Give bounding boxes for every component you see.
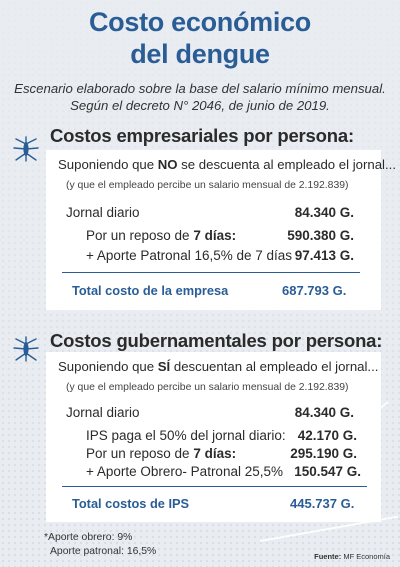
subtitle-line-2: Según el decreto N° 2046, de junio de 20…: [70, 98, 330, 113]
mosquito-icon: [13, 336, 39, 362]
lead-bold: SÍ: [157, 359, 171, 374]
empresarial-total-value: 687.793 G.: [282, 283, 347, 298]
empresarial-row-value: 590.380 G.: [287, 228, 354, 243]
gubernamental-row-label: IPS paga el 50% del jornal diario:: [86, 428, 286, 443]
row-label-text: + Aporte Patronal 16,5% de 7 días: [86, 248, 293, 263]
empresarial-lead: Suponiendo que NO se descuenta al emplea…: [58, 157, 396, 172]
row-label-text: Jornal diario: [66, 405, 140, 420]
row-label-text: Jornal diario: [66, 205, 140, 220]
empresarial-note: (y que el empleado percibe un salario me…: [66, 180, 349, 191]
gubernamental-note: (y que el empleado percibe un salario me…: [66, 382, 349, 393]
row-label-text: + Aporte Obrero- Patronal 25,5%: [86, 464, 283, 479]
gubernamental-row-label: + Aporte Obrero- Patronal 25,5%: [86, 464, 283, 479]
empresarial-total-label: Total costo de la empresa: [72, 283, 229, 298]
lead-prefix: Suponiendo que: [58, 157, 158, 172]
row-label-text: IPS paga el 50% del jornal diario:: [86, 428, 286, 443]
page-title-text: Costo económico del dengue: [88, 7, 312, 69]
gubernamental-total-label: Total costos de IPS: [72, 496, 190, 511]
empresarial-card: [46, 150, 381, 310]
subtitle-line-1: Escenario elaborado sobre la base del sa…: [14, 81, 386, 96]
lead-prefix: Suponiendo que: [58, 359, 158, 374]
source-label: Fuente:: [314, 552, 342, 561]
gubernamental-row-value: 150.547 G.: [294, 464, 361, 479]
divider: [62, 486, 367, 487]
footnote-aporte-patronal: Aporte patronal: 16,5%: [50, 546, 157, 557]
gubernamental-row-value: 84.340 G.: [294, 405, 354, 420]
footnote-aporte-obrero: *Aporte obrero: 9%: [44, 532, 133, 543]
divider: [62, 272, 360, 273]
subtitle: Escenario elaborado sobre la base del sa…: [12, 80, 388, 114]
lead-suffix: descuentan al empleado el jornal...: [170, 359, 379, 374]
source-text: MF Economía: [341, 552, 390, 561]
lead-suffix: se descuenta al empleado el jornal...: [177, 157, 396, 172]
empresarial-row-label: Jornal diario: [66, 205, 140, 220]
gubernamental-row-value: 42.170 G.: [297, 428, 357, 443]
row-label-text: Por un reposo de: [86, 228, 194, 243]
page-title: Costo económico del dengue: [0, 6, 400, 70]
lead-bold: NO: [157, 157, 178, 172]
row-label-bold: 7 días:: [193, 228, 237, 243]
empresarial-row-label: + Aporte Patronal 16,5% de 7 días: [86, 248, 292, 263]
mosquito-icon: [13, 136, 39, 162]
gubernamental-heading: Costos gubernamentales por persona:: [50, 330, 383, 351]
gubernamental-card: [46, 352, 381, 522]
source-credit: Fuente: MF Economía: [314, 552, 390, 561]
empresarial-row-label: Por un reposo de 7 días:: [86, 228, 236, 243]
empresarial-row-value: 97.413 G.: [294, 248, 354, 263]
row-label-bold: 7 días:: [193, 446, 237, 461]
row-label-text: Por un reposo de: [86, 446, 194, 461]
gubernamental-row-label: Por un reposo de 7 días:: [86, 446, 236, 461]
gubernamental-lead: Suponiendo que SÍ descuentan al empleado…: [58, 359, 378, 374]
empresarial-row-value: 84.340 G.: [294, 205, 354, 220]
empresarial-heading: Costos empresariales por persona:: [50, 125, 354, 146]
gubernamental-row-value: 295.190 G.: [290, 446, 357, 461]
gubernamental-total-value: 445.737 G.: [290, 496, 355, 511]
gubernamental-row-label: Jornal diario: [66, 405, 140, 420]
